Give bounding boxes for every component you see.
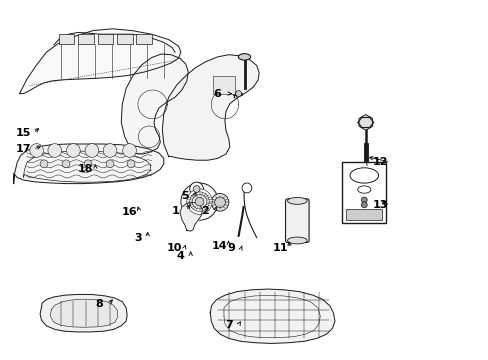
Text: 14: 14 <box>211 240 226 251</box>
Text: 10: 10 <box>166 243 182 253</box>
Bar <box>78 34 94 44</box>
Circle shape <box>40 160 48 168</box>
Polygon shape <box>40 294 127 332</box>
Circle shape <box>195 197 203 206</box>
Bar <box>117 34 133 44</box>
Bar <box>212 76 234 94</box>
Ellipse shape <box>357 186 370 193</box>
Circle shape <box>235 91 241 96</box>
Circle shape <box>361 202 366 208</box>
Circle shape <box>193 185 200 193</box>
Circle shape <box>103 144 117 157</box>
Ellipse shape <box>349 168 378 183</box>
Text: 13: 13 <box>372 200 387 210</box>
Circle shape <box>127 160 135 168</box>
Circle shape <box>66 144 80 157</box>
Circle shape <box>361 197 366 203</box>
Text: 11: 11 <box>272 243 287 253</box>
Text: 18: 18 <box>78 164 93 174</box>
Circle shape <box>242 183 251 193</box>
Circle shape <box>181 183 218 220</box>
Ellipse shape <box>287 197 306 204</box>
Polygon shape <box>50 299 118 327</box>
Circle shape <box>211 194 228 211</box>
Polygon shape <box>210 289 334 343</box>
Circle shape <box>189 192 209 211</box>
Text: 8: 8 <box>95 299 102 309</box>
Text: 2: 2 <box>201 206 209 216</box>
Polygon shape <box>121 54 188 154</box>
Bar <box>346 209 382 220</box>
Text: 3: 3 <box>134 233 142 243</box>
Circle shape <box>186 189 212 214</box>
Text: 15: 15 <box>16 128 31 138</box>
Circle shape <box>30 144 43 157</box>
Circle shape <box>85 144 99 157</box>
Bar <box>59 34 74 44</box>
FancyBboxPatch shape <box>285 199 308 243</box>
Bar <box>98 34 113 44</box>
Text: 6: 6 <box>213 89 221 99</box>
Circle shape <box>62 160 70 168</box>
Circle shape <box>106 160 114 168</box>
Circle shape <box>189 182 203 196</box>
Bar <box>136 34 151 44</box>
Polygon shape <box>162 55 259 160</box>
Polygon shape <box>20 29 181 94</box>
Circle shape <box>192 194 206 209</box>
Text: 7: 7 <box>224 320 232 330</box>
Text: 5: 5 <box>181 191 188 201</box>
Text: 4: 4 <box>177 251 184 261</box>
Text: 16: 16 <box>122 207 137 217</box>
Text: 17: 17 <box>16 144 31 154</box>
Ellipse shape <box>238 54 250 60</box>
Bar <box>342 162 386 223</box>
Text: 12: 12 <box>372 157 387 167</box>
Ellipse shape <box>287 237 306 244</box>
Text: 9: 9 <box>227 243 235 253</box>
Circle shape <box>84 160 92 168</box>
Circle shape <box>122 144 136 157</box>
Polygon shape <box>180 202 202 231</box>
Polygon shape <box>14 144 163 184</box>
Circle shape <box>48 144 61 157</box>
Circle shape <box>214 197 225 208</box>
Text: 1: 1 <box>172 206 180 216</box>
